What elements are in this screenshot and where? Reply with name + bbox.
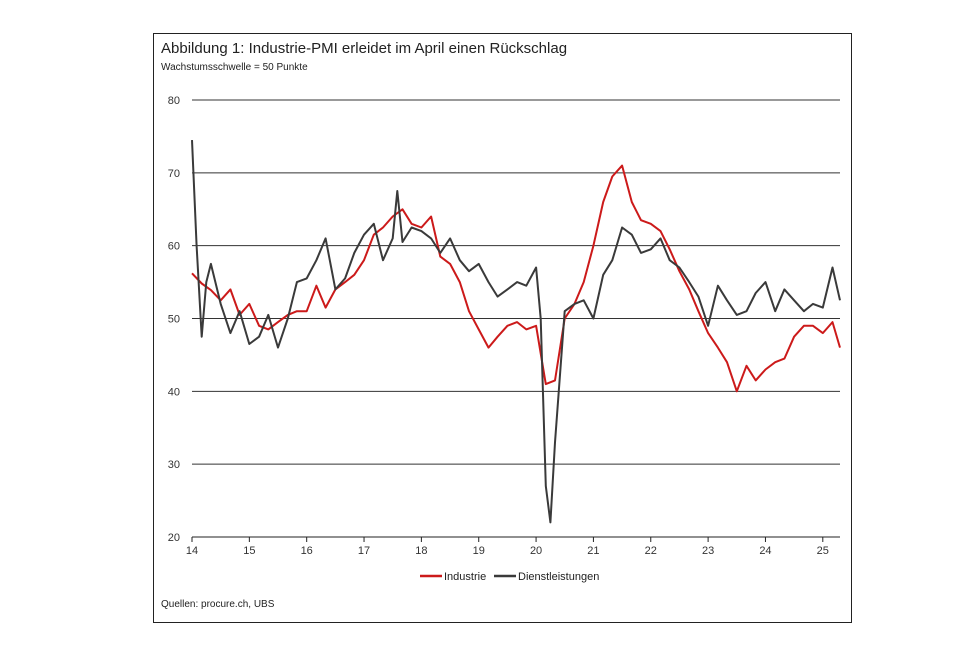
- x-tick-label: 20: [530, 545, 542, 557]
- y-tick-label: 60: [168, 241, 180, 253]
- x-tick-label: 25: [817, 545, 829, 557]
- x-tick-label: 19: [473, 545, 485, 557]
- legend: Industrie Dienstleistungen: [420, 571, 599, 583]
- x-tick-label: 14: [186, 545, 198, 557]
- x-tick-label: 23: [702, 545, 714, 557]
- x-tick-label: 15: [243, 545, 255, 557]
- x-tick-label: 16: [301, 545, 313, 557]
- x-tick-label: 21: [587, 545, 599, 557]
- y-tick-label: 40: [168, 386, 180, 398]
- x-axis: 14 15 16 17 18 19 20 21 22 23 24 25: [186, 537, 829, 557]
- y-tick-label: 70: [168, 168, 180, 180]
- y-tick-label: 20: [168, 532, 180, 544]
- series-line-dienstleistungen: [191, 140, 841, 524]
- x-tick-label: 17: [358, 545, 370, 557]
- legend-label-industrie: Industrie: [444, 571, 486, 583]
- x-tick-label: 24: [759, 545, 771, 557]
- y-tick-label: 30: [168, 459, 180, 471]
- x-tick-label: 22: [645, 545, 657, 557]
- series-lines: [191, 140, 841, 524]
- chart-title: Abbildung 1: Industrie-PMI erleidet im A…: [161, 40, 568, 57]
- y-tick-label: 80: [168, 95, 180, 107]
- frame-top-rule: [153, 33, 852, 34]
- series-line-industrie: [191, 164, 841, 393]
- legend-label-dienstleistungen: Dienstleistungen: [518, 571, 599, 583]
- y-tick-label: 50: [168, 314, 180, 326]
- x-tick-label: 18: [415, 545, 427, 557]
- source-note: Quellen: procure.ch, UBS: [161, 599, 275, 610]
- y-axis-ticks: 80 70 60 50 40 30 20: [168, 95, 180, 544]
- gridlines: [192, 99, 840, 538]
- chart-subtitle: Wachstumsschwelle = 50 Punkte: [161, 62, 308, 73]
